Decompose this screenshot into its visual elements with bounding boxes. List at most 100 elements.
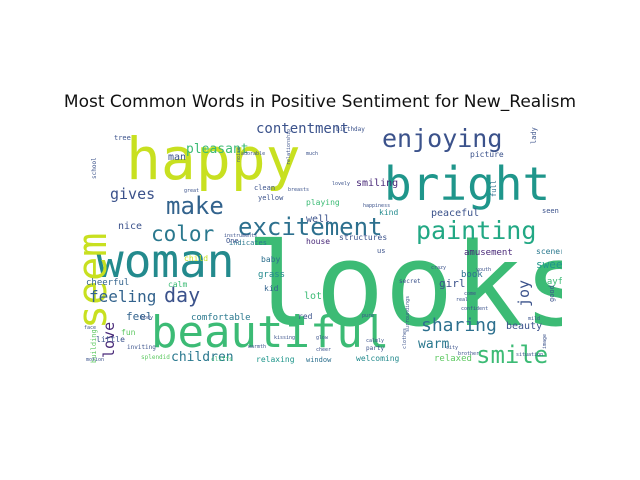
word-picture: picture [470, 150, 504, 159]
word-come: come [464, 291, 476, 297]
word-sharing: sharing [421, 315, 497, 336]
word-crazy: crazy [431, 265, 446, 271]
word-bright: bright [384, 157, 550, 211]
word-welcoming: welcoming [356, 354, 400, 363]
word-pleasant: pleasant [186, 142, 249, 157]
word-confident: confident [461, 306, 488, 312]
word-mild: mild [528, 316, 540, 322]
word-beautiful: beautiful [151, 307, 389, 358]
word-gives: gives [110, 185, 155, 203]
word-child: child [184, 254, 208, 263]
word-kind: kind [379, 208, 398, 217]
word-glow: glow [316, 335, 329, 341]
word-birthday: birthday [336, 126, 365, 133]
word-clean: clean [254, 184, 275, 192]
word-playful: playful [536, 277, 562, 287]
word-girl: girl [439, 277, 466, 290]
word-full: full [490, 180, 498, 197]
word-situation: situation [516, 352, 543, 358]
word-house: house [306, 237, 330, 246]
word-woman: woman [96, 234, 234, 288]
word-good: good [548, 285, 556, 302]
word-joy: joy [515, 280, 533, 307]
word-adorable: adorable [241, 151, 265, 157]
word-city: city [446, 345, 458, 351]
word-warm: warm [418, 337, 449, 352]
word-surroundings: surroundings [405, 296, 411, 332]
word-school: school [91, 157, 98, 179]
word-calm: calm [168, 280, 187, 289]
word-day: day [164, 283, 200, 307]
word-brother: brother [458, 351, 479, 357]
word-comfortable: comfortable [191, 313, 251, 323]
word-painting: painting [416, 216, 536, 245]
word-kissing: kissing [274, 335, 295, 341]
word-peaceful: peaceful [431, 208, 479, 219]
word-face: face [84, 325, 96, 331]
word-happy: happy [126, 125, 301, 193]
word-window: window [306, 356, 332, 364]
word-feel: feel [126, 310, 153, 323]
word-kid: kid [264, 284, 279, 293]
word-baby: baby [261, 255, 280, 264]
word-smiling: smiling [356, 178, 398, 189]
word-splendid: splendid [141, 354, 170, 361]
word-love: love [100, 322, 118, 358]
chart-title: Most Common Words in Positive Sentiment … [63, 92, 577, 112]
word-contentment: contentment [256, 121, 349, 137]
word-us: us [377, 247, 385, 255]
word-relaxing: relaxing [256, 355, 295, 364]
word-structures: structures [339, 233, 387, 242]
word-nice: nice [118, 221, 142, 232]
word-make: make [166, 192, 224, 220]
word-yellow: yellow [258, 194, 284, 202]
word-cheerful: cheerful [86, 278, 129, 288]
word-happiness: happiness [363, 203, 390, 209]
word-color: color [151, 222, 214, 246]
word-scenery: scenery [536, 247, 562, 256]
word-enjoying: enjoying [382, 124, 502, 153]
word-inviting: inviting [127, 344, 156, 351]
word-lady: lady [530, 127, 538, 144]
word-sweet: sweet [536, 258, 562, 271]
word-fun: fun [121, 328, 136, 337]
word-pure: pure [362, 313, 374, 319]
word-cheer: cheer [316, 347, 331, 353]
word-instruments: instruments [224, 233, 257, 239]
word-much: much [306, 151, 318, 157]
word-youth: youth [476, 267, 491, 273]
word-secret: secret [399, 278, 421, 285]
word-well: well [306, 214, 330, 225]
word-breasts: breasts [288, 187, 309, 193]
word-image: image [542, 334, 548, 349]
word-amusement: amusement [464, 248, 513, 258]
word-man: man [168, 152, 186, 163]
word-great: great [184, 188, 199, 194]
word-one: One [226, 237, 239, 245]
word-seem: seem [70, 233, 116, 329]
word-party: party [366, 345, 384, 352]
word-playing: playing [306, 198, 340, 207]
word-motion: motion [86, 357, 104, 363]
word-building: building [90, 329, 98, 363]
word-relationship: relationship [286, 129, 292, 165]
word-real: real [456, 297, 468, 303]
word-body: body [141, 315, 153, 321]
word-red: red [298, 312, 313, 321]
word-feeling: feeling [89, 287, 156, 306]
word-cliffs: cliffs [211, 356, 233, 363]
word-clothes: clothes [402, 328, 408, 349]
word-beauty: beauty [506, 321, 542, 332]
word-tree: tree [114, 134, 131, 142]
word-children: children [171, 350, 234, 365]
word-relaxed: relaxed [434, 354, 472, 364]
word-noise: noise [236, 147, 242, 162]
word-warmth: warmth [248, 344, 266, 350]
word-little: little [96, 335, 125, 344]
word-lot: lot [304, 291, 322, 302]
word-indicates: indicates [229, 239, 267, 247]
word-cloud: looks happy bright woman beautiful seem excite… [70, 121, 562, 366]
word-looks: looks [246, 219, 562, 353]
word-book: book [461, 270, 483, 280]
word-grass: grass [258, 270, 285, 280]
